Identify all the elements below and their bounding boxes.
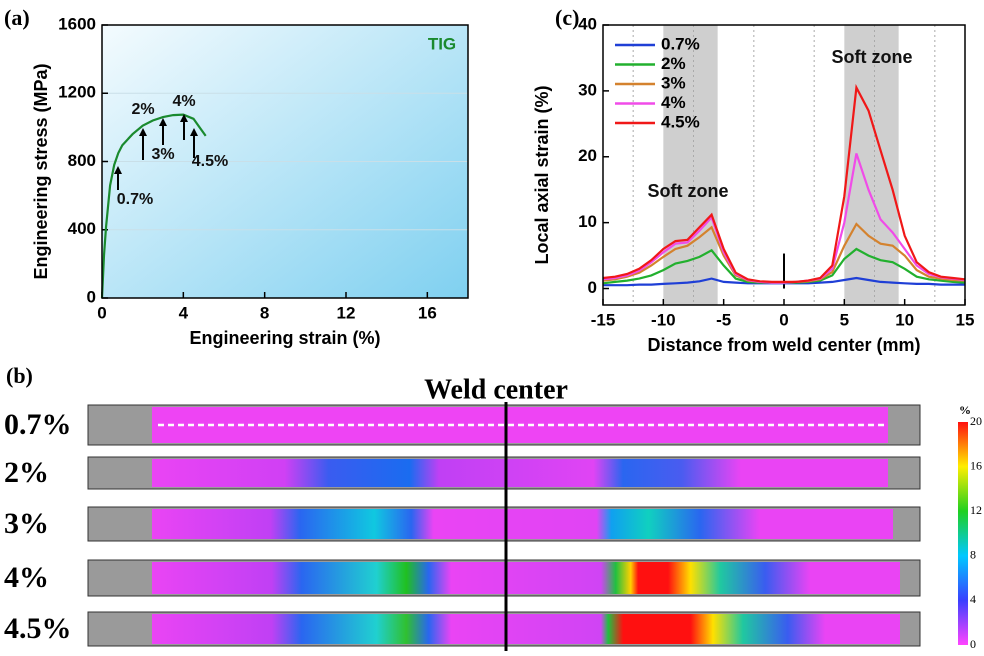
x-tick-label: 16 [418,303,437,322]
x-axis-title: Distance from weld center (mm) [647,335,920,355]
y-tick-label: 20 [578,146,597,165]
panel-label: (a) [4,5,30,30]
y-axis-title: Engineering stress (MPa) [31,63,51,279]
x-axis-title: Engineering strain (%) [189,328,380,348]
y-tick-label: 10 [578,212,597,231]
colorbar [958,422,968,645]
y-tick-label: 40 [578,14,597,33]
annotation: Soft zone [832,47,913,67]
y-tick-label: 0 [588,278,597,297]
legend-label: 3% [661,73,686,92]
figure: (b) Weld center 0.7%2%3%4%4.5%%048121620… [0,0,984,651]
annotation: 2% [131,101,154,118]
strain-field [152,509,893,539]
y-tick-label: 1200 [58,83,96,102]
annotation: 4.5% [192,153,228,170]
x-tick-label: 0 [779,310,788,329]
colorbar-tick-label: 12 [970,503,982,517]
annotation: 3% [151,146,174,163]
legend-label: 0.7% [661,34,700,53]
row-label: 4% [4,561,49,594]
row-label: 3% [4,507,49,540]
y-tick-label: 800 [68,151,96,170]
x-tick-label: -5 [716,310,731,329]
panel-label: (c) [555,5,579,30]
strain-field [152,459,888,487]
row-label: 2% [4,456,49,489]
colorbar-tick-label: 20 [970,414,982,428]
x-tick-label: 15 [956,310,975,329]
annotation: Soft zone [648,181,729,201]
panel-label: (b) [6,363,33,388]
annotation: 0.7% [117,191,153,208]
x-tick-label: 12 [337,303,356,322]
x-tick-label: -10 [651,310,676,329]
annotation: TIG [428,34,456,53]
y-tick-label: 400 [68,219,96,238]
x-tick-label: 0 [97,303,106,322]
row-label: 0.7% [4,408,72,441]
colorbar-tick-label: 4 [970,592,976,606]
x-tick-label: 5 [840,310,849,329]
annotation: 4% [172,93,195,110]
y-tick-label: 30 [578,80,597,99]
row-label: 4.5% [4,612,72,645]
x-tick-label: 8 [260,303,269,322]
legend-label: 4% [661,93,686,112]
legend-label: 2% [661,54,686,73]
x-tick-label: -15 [591,310,616,329]
strain-field [152,614,900,644]
x-tick-label: 4 [179,303,189,322]
x-tick-label: 10 [895,310,914,329]
legend-label: 4.5% [661,112,700,131]
colorbar-tick-label: 0 [970,637,976,651]
y-tick-label: 0 [87,287,96,306]
shaded-region [844,25,898,305]
colorbar-tick-label: 16 [970,458,982,472]
map-title: Weld center [424,374,568,405]
colorbar-tick-label: 8 [970,548,976,562]
strain-field [152,562,900,594]
y-axis-title: Local axial strain (%) [532,85,552,264]
y-tick-label: 1600 [58,14,96,33]
